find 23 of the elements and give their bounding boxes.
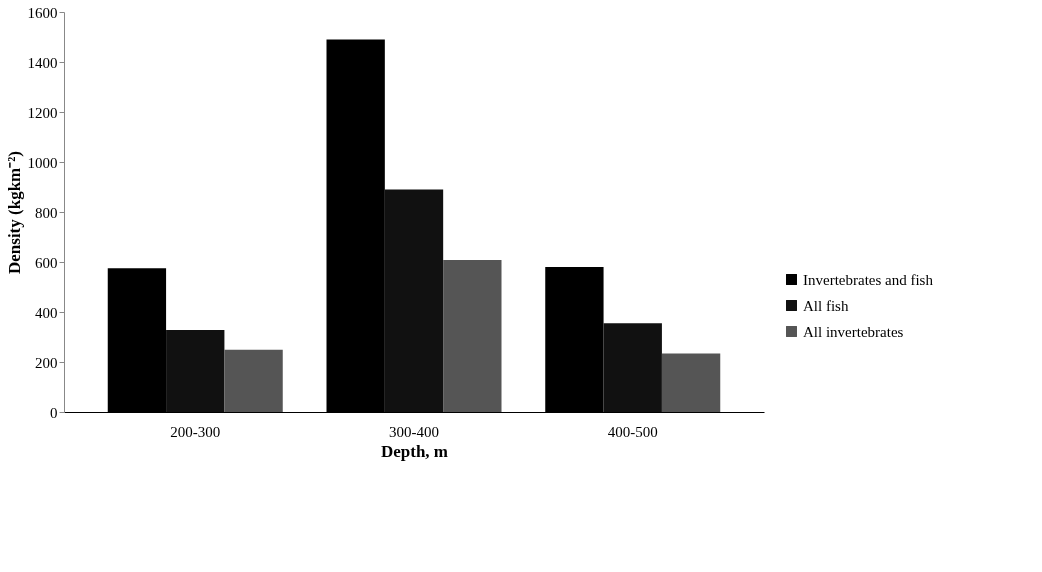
legend-label: Invertebrates and fish	[803, 271, 934, 288]
y-tick-label: 1200	[27, 104, 58, 121]
y-tick-label: 400	[35, 304, 58, 321]
bar	[443, 260, 502, 412]
legend-label: All fish	[803, 297, 849, 314]
y-axis-title: Density (kgkm⁻²)	[4, 150, 24, 275]
bar	[603, 323, 662, 412]
y-tick-label: 1000	[27, 154, 58, 171]
x-tick-label: 300-400	[389, 423, 439, 440]
x-tick-label: 400-500	[607, 423, 658, 440]
y-tick-label: 0	[50, 404, 58, 421]
bar	[166, 330, 225, 412]
y-tick-label: 1600	[27, 4, 58, 21]
y-tick-label: 200	[35, 354, 58, 371]
y-tick-label: 800	[35, 204, 58, 221]
y-tick-label: 1400	[27, 54, 58, 71]
x-axis-title: Depth, m	[380, 441, 449, 461]
bar	[224, 349, 283, 412]
y-tick-label: 600	[35, 254, 58, 271]
bar	[384, 189, 444, 412]
x-tick-label: 200-300	[170, 423, 221, 440]
bar	[661, 353, 721, 412]
legend-label: All invertebrates	[803, 323, 904, 340]
